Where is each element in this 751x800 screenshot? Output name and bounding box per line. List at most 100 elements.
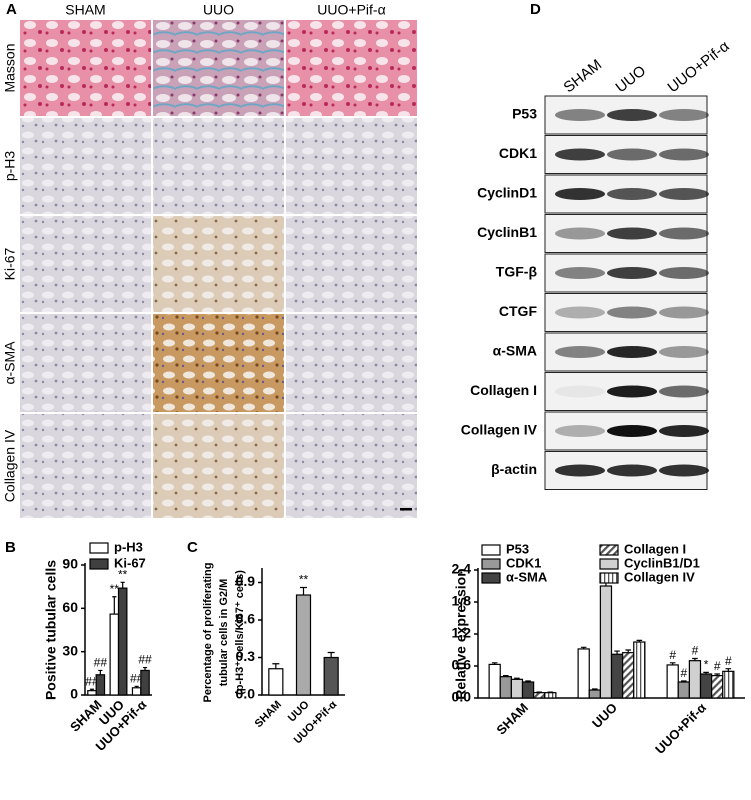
axis bbox=[84, 563, 152, 696]
legend-label: CDK1 bbox=[506, 555, 541, 570]
error-bar bbox=[89, 688, 95, 691]
significance-mark: # bbox=[692, 644, 699, 658]
band bbox=[659, 346, 709, 358]
error-bar bbox=[625, 649, 631, 653]
y-tick-label: 2.4 bbox=[452, 561, 472, 577]
y-tick-label: 0.0 bbox=[236, 686, 256, 702]
micrograph bbox=[153, 20, 284, 116]
axis bbox=[261, 568, 345, 696]
blot-label: CyclinB1 bbox=[477, 224, 537, 240]
y-tick-label: 30 bbox=[62, 642, 78, 658]
band bbox=[555, 227, 605, 240]
error-bar bbox=[503, 675, 509, 677]
column-header: SHAM bbox=[65, 2, 105, 18]
y-tick-label: 0.0 bbox=[452, 689, 472, 705]
band bbox=[607, 188, 657, 200]
legend-label: CyclinB1/D1 bbox=[624, 555, 700, 570]
column-header: UUO bbox=[203, 2, 234, 18]
panel-label: C bbox=[187, 539, 198, 556]
significance-mark: ## bbox=[94, 656, 108, 670]
error-bar bbox=[514, 677, 520, 680]
band bbox=[555, 267, 605, 279]
blot-label: Collagen I bbox=[470, 382, 537, 398]
micrograph bbox=[286, 216, 417, 312]
legend-label: P53 bbox=[506, 541, 529, 556]
band bbox=[607, 306, 657, 319]
error-bar bbox=[703, 671, 709, 674]
x-tick-label: UUO+Pif-α bbox=[652, 700, 709, 757]
band bbox=[659, 148, 709, 161]
error-bar bbox=[580, 646, 587, 649]
bar bbox=[521, 681, 535, 699]
x-tick-label: SHAM bbox=[493, 700, 531, 738]
significance-mark: # bbox=[680, 666, 687, 680]
column-header: UUO+Pif-α bbox=[317, 2, 385, 18]
micrograph bbox=[20, 314, 151, 412]
band bbox=[607, 227, 657, 240]
band bbox=[659, 267, 709, 279]
y-axis-label: tubular cells in G2/M bbox=[218, 579, 230, 687]
x-tick-label: UUO bbox=[589, 700, 620, 731]
axis bbox=[477, 568, 745, 699]
blot-label: CyclinD1 bbox=[477, 185, 537, 201]
significance-mark: ## bbox=[138, 653, 152, 667]
band bbox=[607, 464, 657, 477]
bar bbox=[488, 663, 501, 699]
bar bbox=[688, 660, 702, 699]
row-label: α-SMA bbox=[2, 341, 18, 385]
band bbox=[555, 306, 605, 319]
bar bbox=[140, 669, 150, 696]
bar bbox=[323, 656, 339, 696]
scale-bar bbox=[400, 508, 412, 511]
bar bbox=[533, 692, 546, 699]
blot-label: α-SMA bbox=[493, 343, 537, 359]
micrograph bbox=[286, 314, 417, 412]
error-bar bbox=[142, 666, 148, 671]
error-bar bbox=[327, 651, 335, 658]
bar bbox=[711, 674, 724, 699]
significance-mark: # bbox=[725, 654, 732, 668]
bar bbox=[633, 641, 646, 699]
legend-label: Collagen I bbox=[624, 541, 686, 556]
legend-swatch bbox=[481, 558, 501, 570]
row-label: Masson bbox=[2, 43, 18, 92]
y-axis-label: Percentage of proliferating bbox=[202, 563, 214, 703]
bar bbox=[268, 668, 284, 696]
band bbox=[555, 109, 605, 121]
micrograph bbox=[20, 118, 151, 214]
lane-header: UUO bbox=[612, 62, 649, 96]
band bbox=[607, 385, 657, 398]
significance-mark: ** bbox=[110, 582, 120, 596]
band bbox=[555, 148, 605, 161]
micrograph bbox=[153, 314, 284, 412]
error-bar bbox=[714, 673, 720, 676]
bar bbox=[666, 664, 679, 699]
significance-mark: ** bbox=[118, 568, 128, 582]
band bbox=[555, 425, 605, 437]
micrograph bbox=[286, 414, 417, 518]
error-bar bbox=[98, 669, 103, 675]
band bbox=[555, 346, 605, 358]
bar bbox=[677, 681, 690, 699]
micrograph bbox=[286, 118, 417, 214]
blot-label: P53 bbox=[512, 106, 537, 122]
bar bbox=[622, 652, 635, 699]
legend-swatch bbox=[599, 544, 619, 556]
significance-mark: ** bbox=[299, 573, 309, 587]
significance-mark: ## bbox=[130, 672, 144, 686]
y-tick-label: 1.2 bbox=[452, 625, 472, 641]
x-tick-label: SHAM bbox=[253, 699, 284, 730]
band bbox=[659, 227, 709, 240]
significance-mark: # bbox=[714, 659, 721, 673]
y-tick-label: 1.8 bbox=[452, 593, 472, 609]
y-axis-label: Relative expression bbox=[453, 568, 469, 700]
y-tick-label: 0 bbox=[70, 686, 78, 702]
micrograph bbox=[286, 20, 417, 116]
error-bar bbox=[491, 662, 498, 665]
legend-label: α-SMA bbox=[506, 569, 548, 584]
band bbox=[607, 346, 657, 358]
blot-label: CDK1 bbox=[499, 145, 537, 161]
error-bar bbox=[681, 680, 687, 682]
bar bbox=[295, 594, 312, 696]
